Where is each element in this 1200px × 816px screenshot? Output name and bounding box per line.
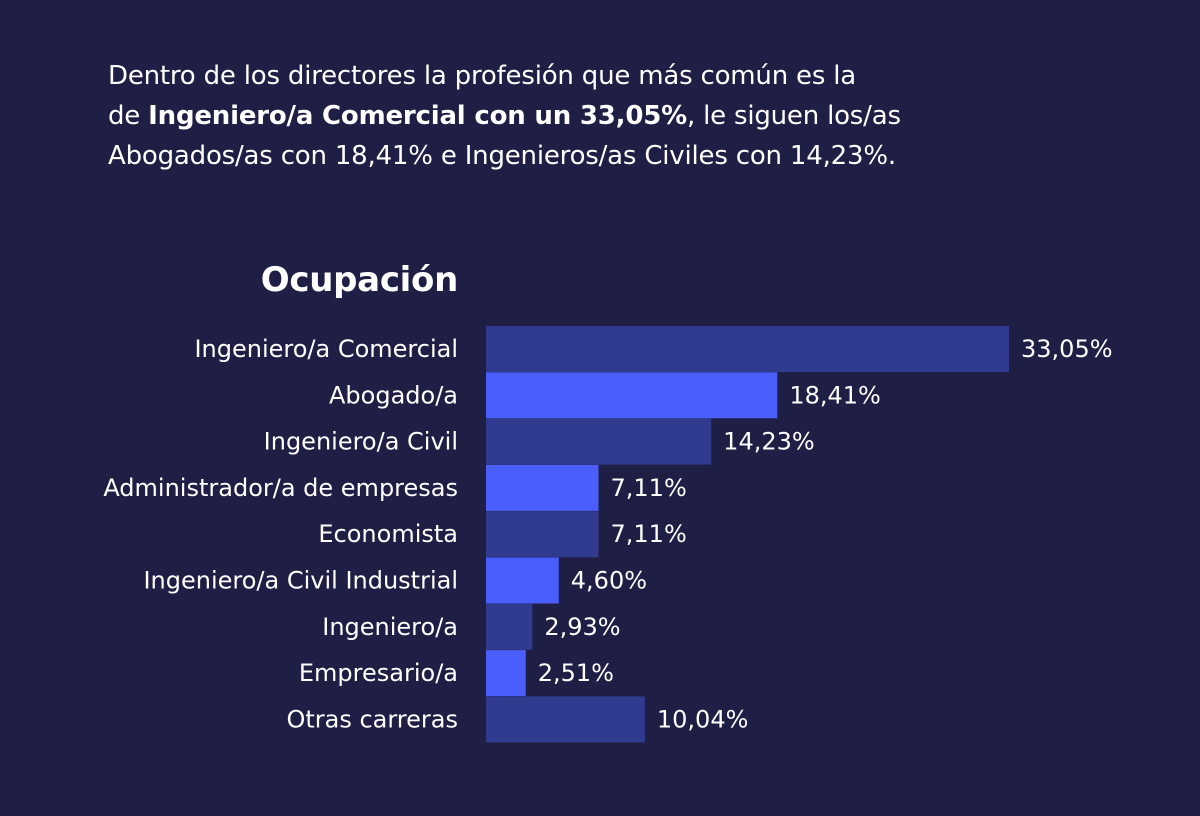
value-label-5: 4,60% bbox=[571, 567, 647, 595]
intro-line-2-post: , le siguen los/as bbox=[686, 101, 901, 131]
chart-title: Ocupación bbox=[260, 260, 459, 300]
value-label-8: 10,04% bbox=[657, 705, 749, 733]
category-label-7: Empresario/a bbox=[299, 659, 458, 687]
value-label-3: 7,11% bbox=[611, 474, 687, 502]
bar-7 bbox=[486, 650, 526, 697]
bar-4 bbox=[486, 511, 599, 558]
value-label-1: 18,41% bbox=[789, 381, 881, 409]
bar-8 bbox=[486, 696, 645, 743]
intro-line-2-pre: de bbox=[108, 101, 149, 131]
category-label-3: Administrador/a de empresas bbox=[103, 474, 458, 502]
intro-line-2: de Ingeniero/a Comercial con un 33,05%, … bbox=[108, 96, 1128, 136]
bar-5 bbox=[486, 557, 559, 604]
value-label-0: 33,05% bbox=[1021, 335, 1113, 363]
intro-line-2-bold: Ingeniero/a Comercial con un 33,05% bbox=[148, 101, 687, 131]
category-label-1: Abogado/a bbox=[329, 381, 458, 409]
category-label-2: Ingeniero/a Civil bbox=[264, 428, 458, 456]
category-label-6: Ingeniero/a bbox=[322, 613, 458, 641]
bar-6 bbox=[486, 603, 533, 650]
bar-0 bbox=[486, 326, 1009, 372]
intro-text: Dentro de los directores la profesión qu… bbox=[108, 56, 1128, 176]
category-label-5: Ingeniero/a Civil Industrial bbox=[143, 567, 458, 595]
value-label-4: 7,11% bbox=[611, 520, 687, 548]
bar-3 bbox=[486, 464, 599, 511]
value-label-7: 2,51% bbox=[538, 659, 614, 687]
category-label-4: Economista bbox=[318, 520, 458, 548]
intro-line-3: Abogados/as con 18,41% e Ingenieros/as C… bbox=[108, 141, 896, 171]
bar-2 bbox=[486, 418, 712, 465]
category-label-0: Ingeniero/a Comercial bbox=[194, 335, 458, 363]
bar-1 bbox=[486, 372, 778, 419]
value-label-6: 2,93% bbox=[544, 613, 620, 641]
intro-line-1: Dentro de los directores la profesión qu… bbox=[108, 61, 856, 91]
category-label-8: Otras carreras bbox=[286, 705, 458, 733]
value-label-2: 14,23% bbox=[723, 428, 815, 456]
